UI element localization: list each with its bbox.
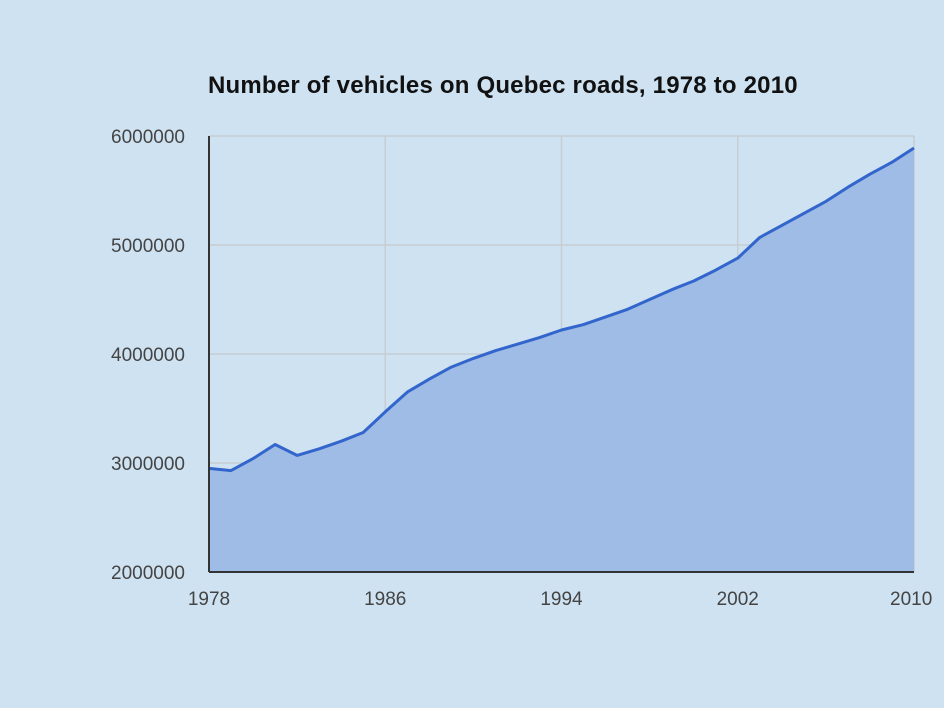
x-tick-label: 1986 (364, 589, 406, 610)
x-tick-label: 2010 (890, 589, 932, 610)
y-tick-label: 3000000 (111, 454, 185, 475)
x-tick-label: 1978 (188, 589, 230, 610)
series-area (209, 148, 914, 572)
chart-title: Number of vehicles on Quebec roads, 1978… (208, 72, 798, 99)
series-line (208, 146, 915, 473)
x-tick-label: 1994 (540, 589, 583, 610)
y-tick-label: 5000000 (111, 236, 185, 257)
y-tick-label: 4000000 (111, 345, 185, 366)
x-tick-label: 2002 (717, 589, 759, 610)
y-tick-label: 2000000 (111, 563, 185, 584)
y-tick-label: 6000000 (111, 127, 185, 148)
